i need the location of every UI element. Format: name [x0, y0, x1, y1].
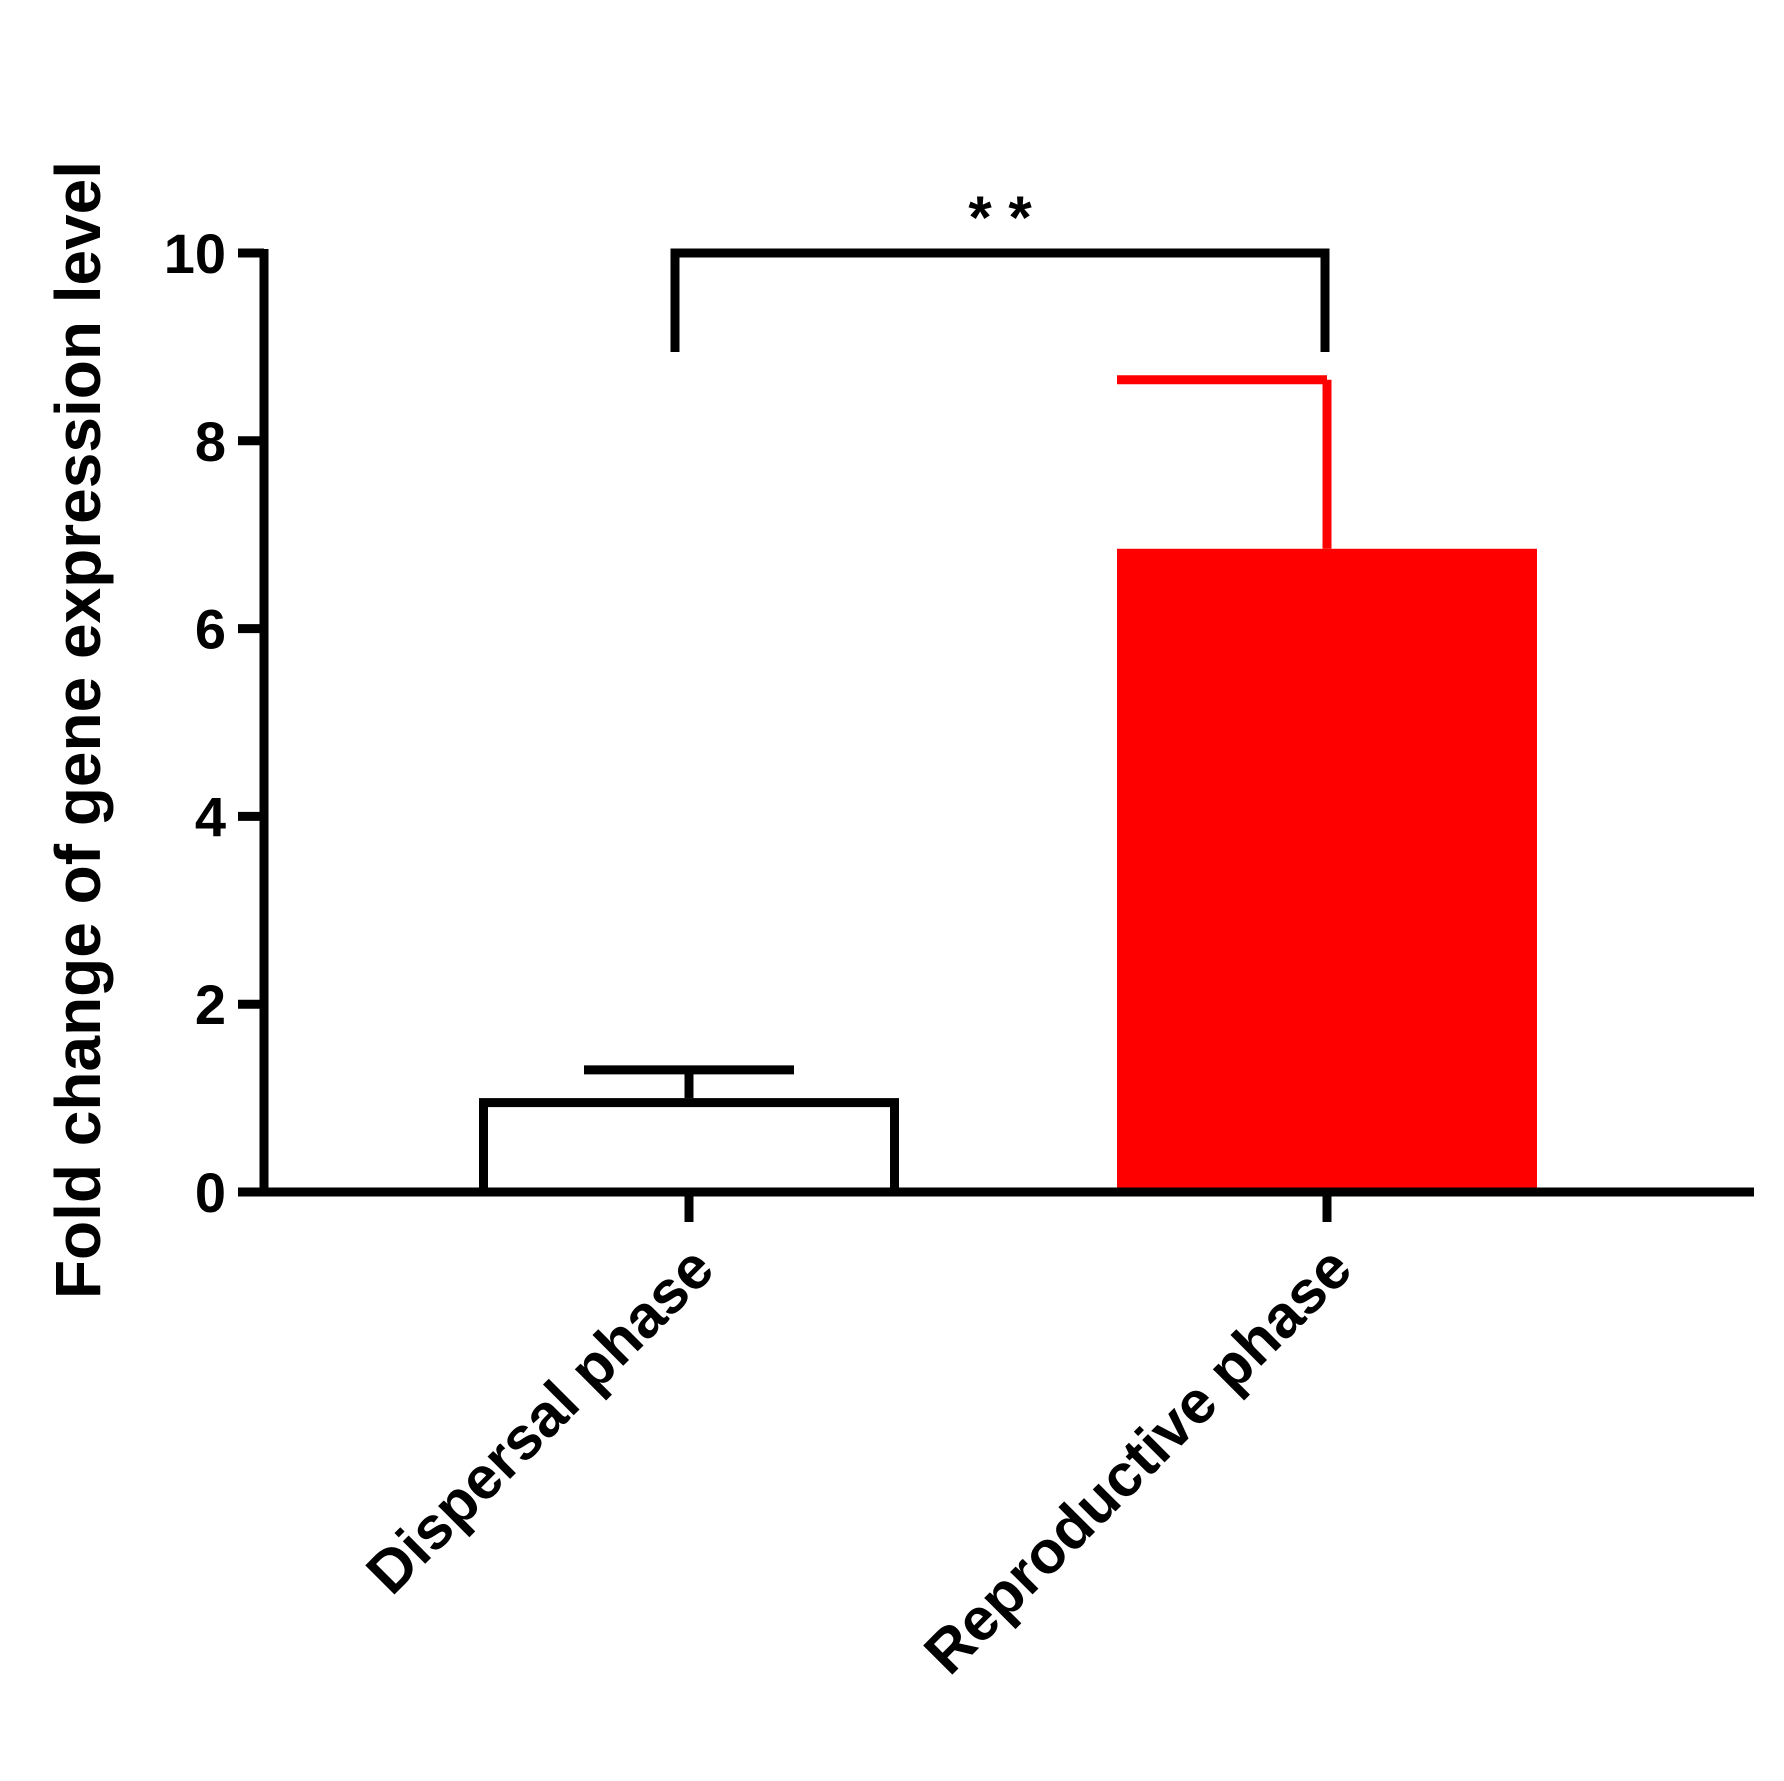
y-tick-label: 6 — [195, 598, 226, 661]
x-tick-label: Dispersal phase — [353, 1234, 726, 1607]
x-tick-label: Reproductive phase — [911, 1234, 1364, 1687]
y-tick-label: 10 — [164, 222, 226, 285]
bar — [1117, 548, 1537, 1192]
y-tick-label: 2 — [195, 973, 226, 1036]
y-axis-label: Fold change of gene expression level — [42, 161, 114, 1299]
y-tick-label: 0 — [195, 1161, 226, 1224]
y-tick-label: 4 — [195, 785, 226, 848]
significance-bracket — [670, 248, 1330, 352]
bar — [479, 1098, 899, 1197]
y-tick-label: 8 — [195, 410, 226, 473]
significance-label: * * — [968, 184, 1032, 251]
